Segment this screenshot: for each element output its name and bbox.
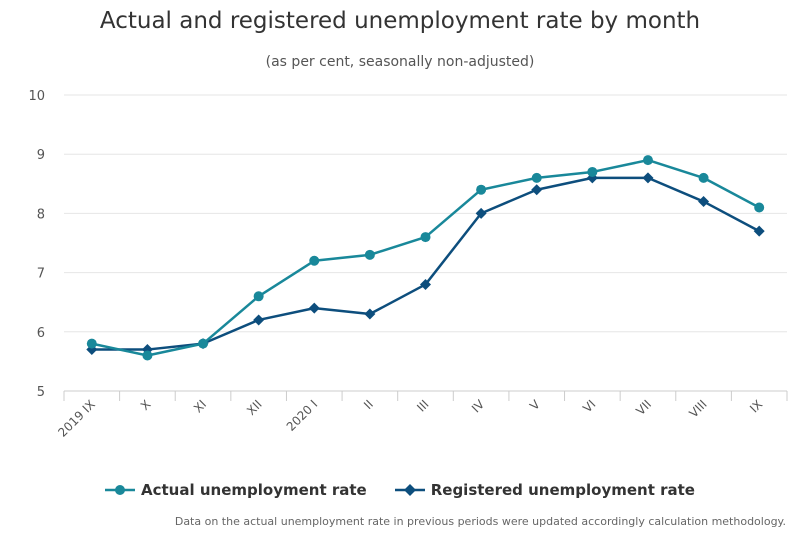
chart-subtitle: (as per cent, seasonally non-adjusted) xyxy=(265,54,535,70)
x-tick-label-5: II xyxy=(361,397,376,412)
point-s1-11 xyxy=(698,196,710,208)
chart-legend: Actual unemployment rate Registered unem… xyxy=(0,481,800,499)
series-line-1 xyxy=(91,176,760,351)
point-s0-0 xyxy=(86,338,97,349)
point-s1-12 xyxy=(753,225,765,237)
point-s0-10 xyxy=(642,155,653,166)
x-tick-label-10: VII xyxy=(633,397,654,418)
point-s0-6 xyxy=(420,232,431,243)
legend-marker-actual xyxy=(105,485,136,495)
y-tick-label-7: 7 xyxy=(37,267,45,282)
chart-footnote: Data on the actual unemployment rate in … xyxy=(174,515,786,528)
x-tick-label-1: X xyxy=(138,397,154,413)
point-s0-5 xyxy=(364,249,375,260)
x-tick-label-8: V xyxy=(527,397,543,413)
x-tick-label-6: III xyxy=(414,397,431,414)
point-s1-10 xyxy=(642,172,654,184)
chart-title: Actual and registered unemployment rate … xyxy=(99,8,701,34)
point-s0-7 xyxy=(476,184,487,195)
point-s0-11 xyxy=(698,172,709,183)
point-s1-5 xyxy=(364,308,376,320)
legend-label-registered: Registered unemployment rate xyxy=(430,481,695,499)
x-tick-label-3: XII xyxy=(244,397,265,418)
point-s1-4 xyxy=(308,302,320,314)
x-tick-label-9: VI xyxy=(580,397,598,415)
point-s1-6 xyxy=(420,278,431,290)
y-tick-label-8: 8 xyxy=(37,207,45,222)
y-tick-label-10: 10 xyxy=(28,89,45,104)
point-s0-9 xyxy=(587,166,598,177)
y-tick-label-5: 5 xyxy=(37,385,45,400)
legend-marker-registered xyxy=(394,484,425,496)
series-line-0 xyxy=(91,158,760,357)
x-tick-label-0: 2019 IX xyxy=(55,397,98,440)
point-s1-8 xyxy=(531,184,543,196)
point-s0-1 xyxy=(142,350,153,361)
x-tick-label-7: IV xyxy=(469,397,488,416)
point-s0-12 xyxy=(754,202,765,213)
legend-label-actual: Actual unemployment rate xyxy=(141,481,367,499)
point-s1-3 xyxy=(253,314,265,326)
legend-item-actual[interactable]: Actual unemployment rate xyxy=(105,481,367,499)
point-s0-3 xyxy=(253,291,264,302)
point-s1-7 xyxy=(475,207,487,219)
point-s0-8 xyxy=(531,172,542,183)
point-s0-2 xyxy=(198,338,209,349)
x-tick-label-12: IX xyxy=(747,397,765,415)
y-tick-label-6: 6 xyxy=(37,326,45,341)
point-s0-4 xyxy=(309,255,320,266)
legend-item-registered[interactable]: Registered unemployment rate xyxy=(394,481,695,499)
x-tick-label-2: XI xyxy=(191,397,209,415)
y-tick-label-9: 9 xyxy=(37,148,45,163)
x-tick-label-4: 2020 I xyxy=(284,397,321,434)
x-tick-label-11: VIII xyxy=(686,397,709,420)
